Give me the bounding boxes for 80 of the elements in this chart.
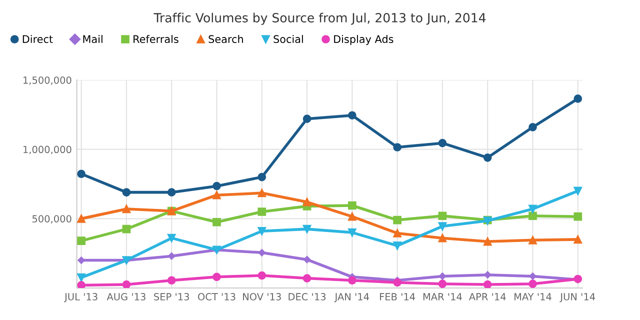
point — [167, 188, 176, 196]
point — [348, 228, 356, 237]
point — [303, 256, 311, 264]
point — [77, 236, 86, 246]
point — [438, 212, 447, 220]
point — [574, 235, 582, 244]
point — [574, 212, 582, 221]
point — [212, 182, 221, 190]
point — [348, 111, 356, 120]
point — [78, 256, 85, 264]
point — [528, 236, 537, 244]
point — [529, 272, 536, 280]
point — [438, 234, 447, 242]
point — [122, 280, 131, 288]
x-tick-label: JUN '14 — [560, 293, 596, 302]
x-tick-label: SEP '13 — [154, 293, 189, 300]
legend-label: Mail — [83, 34, 102, 44]
point — [483, 153, 492, 162]
point — [302, 198, 312, 206]
y-tick-label: 1,000,000 — [24, 146, 72, 154]
x-tick-label: FEB '14 — [380, 293, 416, 300]
legend-label: Search — [208, 34, 243, 44]
point — [438, 280, 447, 288]
x-tick-label: MAY '14 — [514, 293, 552, 300]
point — [483, 237, 492, 246]
x-tick-label: OCT '13 — [198, 293, 236, 300]
point — [348, 201, 356, 210]
legend-label: Direct — [22, 34, 53, 44]
legend-label: Display Ads — [334, 34, 394, 46]
point — [348, 276, 356, 285]
x-tick-label: NOV '13 — [243, 293, 281, 300]
point — [77, 214, 86, 223]
point — [438, 138, 447, 148]
point — [167, 276, 176, 285]
y-tick-label: 500,000 — [32, 215, 72, 224]
x-tick-label: MAR '14 — [423, 293, 462, 300]
point — [302, 114, 312, 123]
legend-label: Social — [274, 34, 303, 44]
point — [302, 274, 312, 282]
point — [212, 218, 221, 226]
point — [258, 188, 266, 198]
point — [122, 224, 131, 234]
point — [122, 204, 131, 214]
point — [393, 229, 402, 238]
x-tick-label: JAN '14 — [334, 293, 370, 302]
point — [167, 234, 176, 242]
point — [528, 122, 537, 132]
point — [393, 242, 402, 250]
point — [258, 172, 266, 182]
point — [258, 226, 266, 236]
point — [258, 271, 266, 280]
x-tick-label: JUL '13 — [64, 293, 98, 302]
x-tick-label: DEC '13 — [288, 293, 326, 300]
point — [212, 272, 221, 282]
point — [528, 204, 537, 214]
x-tick-label: AUG '13 — [106, 293, 146, 300]
point — [484, 271, 492, 278]
point — [438, 222, 447, 230]
point — [393, 143, 402, 152]
point — [258, 249, 266, 256]
point — [258, 208, 266, 216]
point — [393, 278, 402, 287]
point — [77, 273, 86, 282]
point — [393, 216, 402, 224]
point — [168, 252, 176, 260]
point — [77, 281, 86, 288]
x-tick-label: APR '14 — [468, 293, 506, 300]
legend-label: Referrals — [134, 34, 178, 44]
point — [483, 280, 492, 288]
y-tick-label: 1,500,000 — [24, 76, 72, 85]
point — [348, 212, 356, 221]
point — [212, 190, 221, 200]
point — [574, 186, 582, 196]
point — [528, 280, 537, 288]
point — [574, 94, 582, 103]
point — [302, 224, 312, 234]
point — [77, 170, 86, 178]
point — [122, 188, 131, 196]
chart-title: Traffic Volumes by Source from Jul, 2013 to Jun, 2014 — [154, 12, 486, 25]
point — [528, 212, 537, 220]
